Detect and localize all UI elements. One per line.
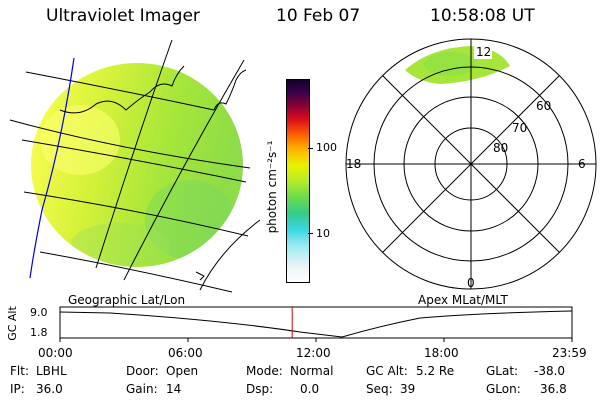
lat-lon-grid xyxy=(9,39,261,293)
gain-value: 14 xyxy=(166,382,182,396)
altitude-trace xyxy=(59,310,573,338)
lat-label-60: 60 xyxy=(536,99,551,113)
ip-label: IP: xyxy=(10,382,25,396)
flt-label: Flt: xyxy=(10,364,29,378)
glat-label: GLat: xyxy=(486,364,519,378)
apex-label: Apex MLat/MLT xyxy=(418,293,508,307)
color-scale-bar xyxy=(286,79,310,283)
altitude-ytick-high: 9.0 xyxy=(30,306,48,319)
geographic-label: Geographic Lat/Lon xyxy=(68,293,186,307)
altitude-xtick-1800: 18:00 xyxy=(424,346,459,360)
lat-label-80: 80 xyxy=(493,141,508,155)
mlt-label-0: 0 xyxy=(467,276,475,290)
time-label: 10:58:08 UT xyxy=(430,6,535,26)
app-title: Ultraviolet Imager xyxy=(46,6,200,26)
altitude-ytick-low: 1.8 xyxy=(30,326,48,339)
seq-label: Seq: xyxy=(366,382,393,396)
date-label: 10 Feb 07 xyxy=(276,6,361,26)
dsp-label: Dsp: xyxy=(246,382,274,396)
altitude-xtick-0600: 06:00 xyxy=(168,346,203,360)
tick-mark-10 xyxy=(308,233,313,234)
mode-label: Mode: xyxy=(246,364,283,378)
seq-value: 39 xyxy=(400,382,416,396)
altitude-xtick-0000: 00:00 xyxy=(38,346,73,360)
mlt-label-12: 12 xyxy=(476,45,491,59)
glat-value: -38.0 xyxy=(534,364,566,378)
mlt-label-18: 18 xyxy=(346,157,361,171)
tick-mark-100 xyxy=(308,148,313,149)
door-value: Open xyxy=(166,364,199,378)
lat-label-70: 70 xyxy=(512,121,527,135)
door-label: Door: xyxy=(126,364,159,378)
continent-outline xyxy=(59,65,247,281)
dsp-value: 0.0 xyxy=(300,382,320,396)
altitude-xtick-2359: 23:59 xyxy=(552,346,587,360)
flt-value: LBHL xyxy=(36,364,67,378)
gain-label: Gain: xyxy=(126,382,158,396)
glon-label: GLon: xyxy=(486,382,521,396)
mlt-label-6: 6 xyxy=(578,157,586,171)
altitude-xtick-1200: 12:00 xyxy=(296,346,331,360)
colorbar-tick-10: 10 xyxy=(316,227,330,240)
mode-value: Normal xyxy=(290,364,334,378)
colorbar-tick-100: 100 xyxy=(316,141,337,154)
coastline xyxy=(29,57,75,279)
ip-value: 36.0 xyxy=(36,382,63,396)
gcalt-label: GC Alt: xyxy=(366,364,408,378)
glon-value: 36.8 xyxy=(540,382,567,396)
gcalt-value: 5.2 Re xyxy=(416,364,455,378)
